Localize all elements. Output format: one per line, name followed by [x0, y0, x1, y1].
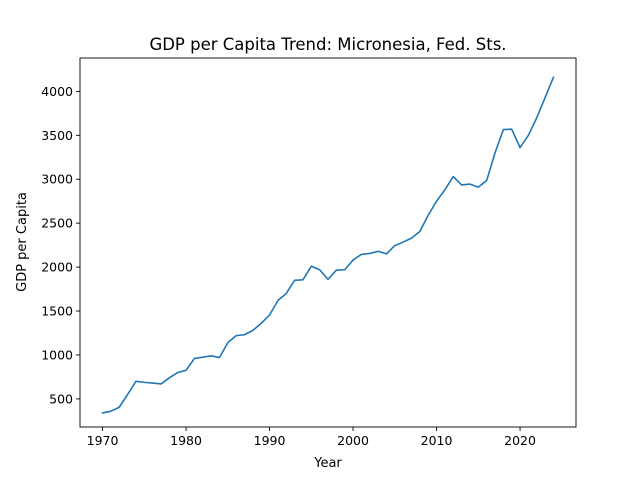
x-tick-label: 1980	[170, 433, 202, 448]
x-tick-label: 1970	[87, 433, 119, 448]
chart-title: GDP per Capita Trend: Micronesia, Fed. S…	[149, 35, 506, 54]
y-tick-label: 4000	[41, 84, 73, 99]
y-tick-label: 1500	[41, 304, 73, 319]
x-tick-label: 2000	[337, 433, 369, 448]
y-axis-label: GDP per Capita	[15, 192, 30, 292]
y-tick-label: 2000	[41, 260, 73, 275]
series-line-0	[101, 76, 555, 414]
axes-frame	[79, 57, 577, 428]
y-tick-label: 500	[49, 391, 73, 406]
x-tick-label: 2020	[504, 433, 536, 448]
x-axis-label: Year	[313, 456, 342, 471]
plot-area: 1970 1980 1990 2000 2010 2020 500 1000 1500 2000 2…	[41, 57, 577, 448]
y-tick-label: 3000	[41, 172, 73, 187]
x-tick-label: 1990	[254, 433, 286, 448]
x-tick-label: 2010	[421, 433, 453, 448]
y-tick-label: 1000	[41, 347, 73, 362]
y-tick-label: 3500	[41, 128, 73, 143]
y-tick-label: 2500	[41, 216, 73, 231]
